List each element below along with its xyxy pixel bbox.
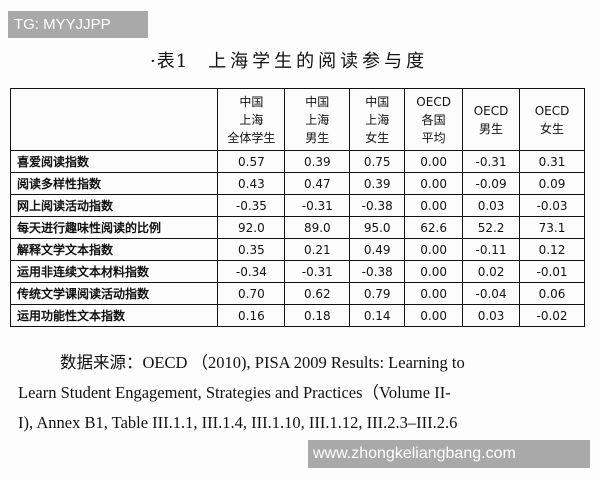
column-header: OECD 各国平均 bbox=[404, 88, 464, 151]
source-line: Learn Student Engagement, Strategies and… bbox=[18, 383, 451, 402]
table-cell: 0.35 bbox=[217, 238, 286, 261]
table-row: 网上阅读活动指数 -0.35 -0.31 -0.38 0.00 0.03 -0.03 bbox=[9, 194, 585, 217]
table-cell: -0.11 bbox=[462, 238, 521, 261]
column-header-line: 男生 bbox=[305, 130, 330, 145]
table-cell: 0.47 bbox=[284, 172, 351, 195]
table-cell: 89.0 bbox=[284, 216, 351, 239]
table-row: 运用功能性文本指数 0.16 0.18 0.14 0.00 0.03 -0.02 bbox=[9, 304, 585, 327]
table-title: ·表1 上海学生的阅读参与度 bbox=[150, 47, 428, 73]
column-header-line: 中国 bbox=[365, 94, 390, 109]
table-cell: 0.00 bbox=[404, 150, 464, 173]
table-row: 喜爱阅读指数 0.57 0.39 0.75 0.00 -0.31 0.31 bbox=[9, 150, 585, 173]
column-header-line: 全体学生 bbox=[227, 130, 276, 145]
table-row: 运用非连续文本材料指数 -0.34 -0.31 -0.38 0.00 0.02 -0.01 bbox=[9, 260, 585, 283]
column-header: 中国 上海 男生 bbox=[284, 88, 351, 151]
table-cell: 62.6 bbox=[404, 216, 464, 239]
watermark-top: TG: MYYJJPP bbox=[8, 11, 148, 38]
table-cell: 0.21 bbox=[284, 238, 351, 261]
table-cell: 0.62 bbox=[284, 282, 351, 305]
column-header: 中国 上海 全体学生 bbox=[217, 88, 286, 151]
table-cell: 0.49 bbox=[349, 238, 406, 261]
table-cell: -0.35 bbox=[217, 194, 286, 217]
table-cell: -0.31 bbox=[284, 194, 351, 217]
column-header-line: 中国 bbox=[239, 94, 264, 109]
table-cell: -0.38 bbox=[349, 260, 406, 283]
column-header-line: 上海 bbox=[365, 112, 390, 127]
table-cell: 0.18 bbox=[284, 304, 351, 327]
table-row: 阅读多样性指数 0.43 0.47 0.39 0.00 -0.09 0.09 bbox=[9, 172, 585, 195]
reading-engagement-table: 中国 上海 全体学生 中国 上海 男生 中国 上海 女生 OECD 各国 平均 OECD 男生 OECD 女生… bbox=[9, 88, 585, 327]
row-label: 喜爱阅读指数 bbox=[9, 150, 219, 173]
table-cell: 92.0 bbox=[217, 216, 286, 239]
table-cell: -0.34 bbox=[217, 260, 286, 283]
column-header-line: 女生 bbox=[365, 130, 390, 145]
table-cell: -0.09 bbox=[462, 172, 521, 195]
table-cell: -0.02 bbox=[519, 304, 585, 327]
table-cell: 0.31 bbox=[519, 150, 585, 173]
source-line: I), Annex B1, Table III.1.1, III.1.4, II… bbox=[18, 413, 458, 432]
column-header-line: OECD bbox=[534, 103, 570, 118]
row-label: 运用非连续文本材料指数 bbox=[9, 260, 219, 283]
row-label: 传统文学课阅读活动指数 bbox=[9, 282, 219, 305]
table-cell: 0.12 bbox=[519, 238, 585, 261]
table-cell: 73.1 bbox=[519, 216, 585, 239]
row-label: 网上阅读活动指数 bbox=[9, 194, 219, 217]
column-header-line: 中国 bbox=[305, 94, 330, 109]
column-header: OECD 男生 bbox=[462, 88, 521, 151]
table-cell: 0.70 bbox=[217, 282, 286, 305]
table-cell: 0.02 bbox=[462, 260, 521, 283]
row-label: 每天进行趣味性阅读的比例 bbox=[9, 216, 219, 239]
table-cell: 0.79 bbox=[349, 282, 406, 305]
column-header-line: OECD bbox=[416, 94, 451, 109]
table-cell: 0.00 bbox=[404, 260, 464, 283]
source-line: 数据来源：OECD （2010), PISA 2009 Results: Lea… bbox=[60, 353, 465, 372]
table-cell: -0.31 bbox=[284, 260, 351, 283]
table-cell: 0.39 bbox=[284, 150, 351, 173]
table-cell: -0.31 bbox=[462, 150, 521, 173]
table-cell: 0.00 bbox=[404, 238, 464, 261]
table-cell: 0.00 bbox=[404, 304, 464, 327]
table-cell: 0.39 bbox=[349, 172, 406, 195]
table-cell: 0.06 bbox=[519, 282, 585, 305]
table-cell: 0.09 bbox=[519, 172, 585, 195]
table-cell: 0.03 bbox=[462, 194, 521, 217]
table-cell: 0.00 bbox=[404, 194, 464, 217]
table-cell: 52.2 bbox=[462, 216, 521, 239]
table-cell: 0.14 bbox=[349, 304, 406, 327]
table-cell: -0.38 bbox=[349, 194, 406, 217]
column-header-line: 男生 bbox=[479, 121, 504, 136]
table-title-text: 上海学生的阅读参与度 bbox=[208, 51, 429, 72]
column-header: OECD 女生 bbox=[519, 88, 585, 151]
source-note: 数据来源：OECD （2010), PISA 2009 Results: Lea… bbox=[18, 348, 588, 438]
column-header-line: 女生 bbox=[540, 121, 565, 136]
column-header-line: 各国 bbox=[421, 112, 446, 127]
table-row: 传统文学课阅读活动指数 0.70 0.62 0.79 0.00 -0.04 0.06 bbox=[9, 282, 585, 305]
table-cell: 0.00 bbox=[404, 282, 464, 305]
column-header: 中国 上海 女生 bbox=[349, 88, 406, 151]
table-cell: 0.57 bbox=[217, 150, 286, 173]
row-label: 解释文学文本指数 bbox=[9, 238, 219, 261]
table-cell: 0.00 bbox=[404, 172, 464, 195]
table-row: 解释文学文本指数 0.35 0.21 0.49 0.00 -0.11 0.12 bbox=[9, 238, 585, 261]
table-cell: 0.75 bbox=[349, 150, 406, 173]
column-header-line: 上海 bbox=[239, 112, 264, 127]
table-cell: 95.0 bbox=[349, 216, 406, 239]
table-cell: -0.01 bbox=[519, 260, 585, 283]
column-header-line: 平均 bbox=[421, 130, 446, 145]
table-row: 每天进行趣味性阅读的比例 92.0 89.0 95.0 62.6 52.2 73.1 bbox=[9, 216, 585, 239]
table-cell: 0.16 bbox=[217, 304, 286, 327]
table-cell: 0.43 bbox=[217, 172, 286, 195]
column-header-line: OECD bbox=[473, 103, 509, 118]
table-cell: -0.03 bbox=[519, 194, 585, 217]
column-header bbox=[9, 88, 219, 151]
watermark-bottom: www.zhongkeliangbang.com bbox=[308, 440, 590, 468]
row-label: 阅读多样性指数 bbox=[9, 172, 219, 195]
column-header-line: 上海 bbox=[305, 112, 330, 127]
table-header-row: 中国 上海 全体学生 中国 上海 男生 中国 上海 女生 OECD 各国 平均 OECD 男生 OECD 女生 bbox=[9, 88, 585, 151]
table-number: ·表1 bbox=[150, 51, 189, 72]
table-cell: -0.04 bbox=[462, 282, 521, 305]
table-cell: 0.03 bbox=[462, 304, 521, 327]
row-label: 运用功能性文本指数 bbox=[9, 304, 219, 327]
